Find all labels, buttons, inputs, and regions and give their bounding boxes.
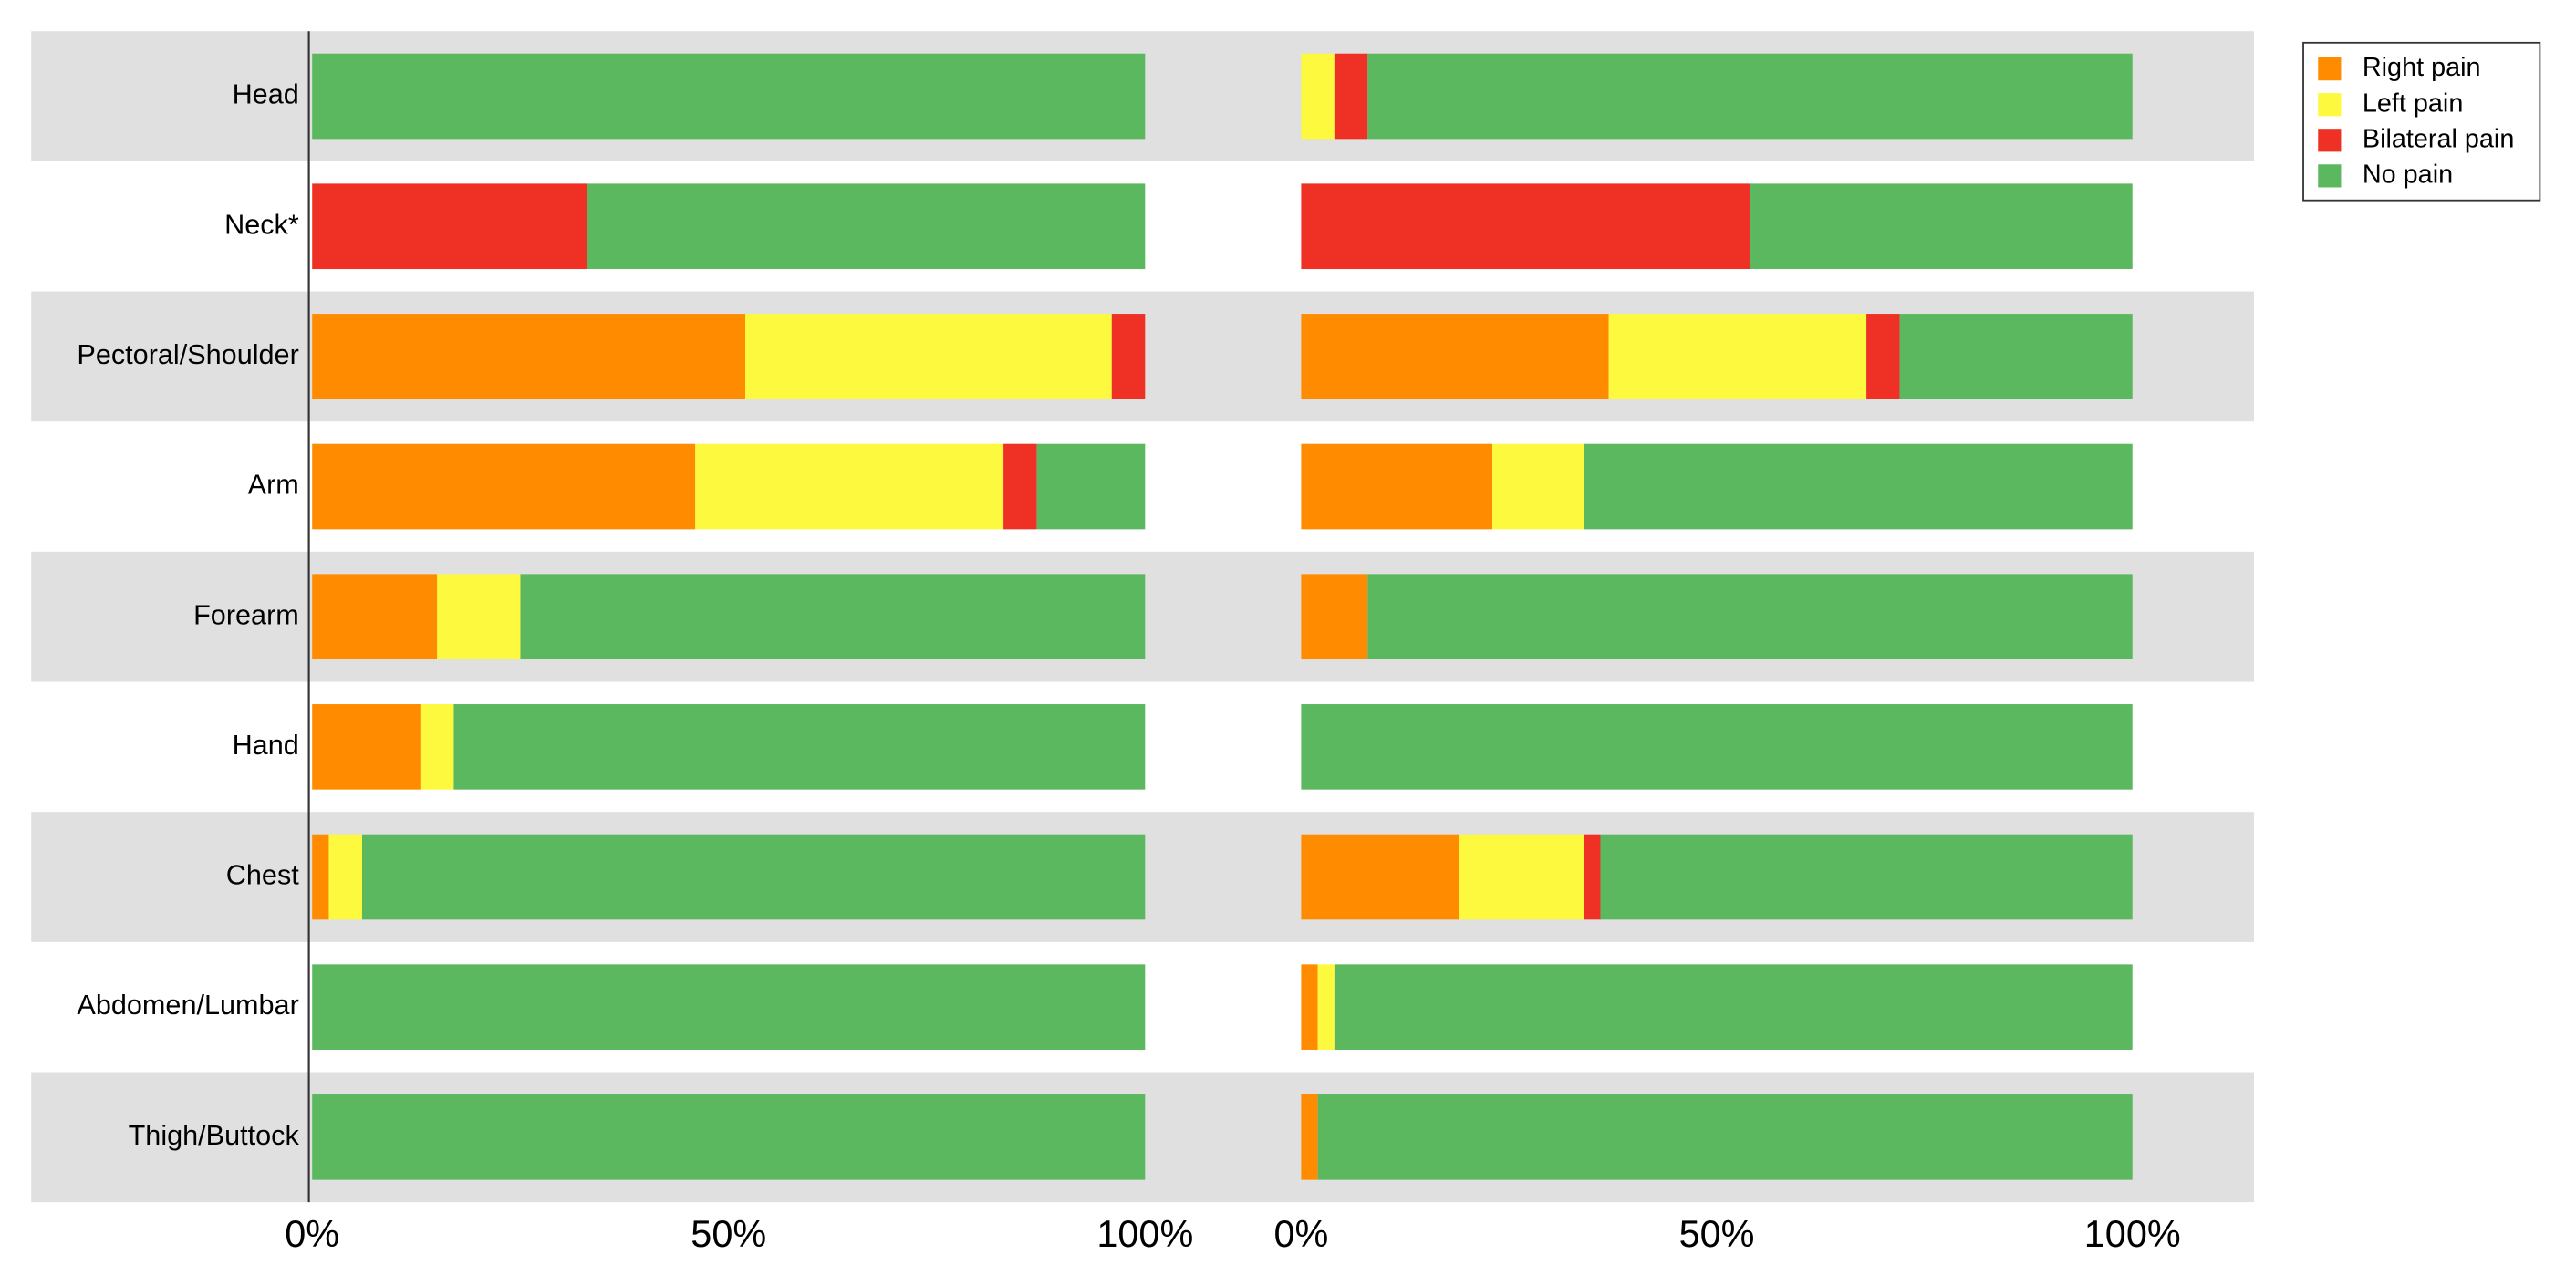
bar-segment bbox=[312, 314, 746, 399]
legend: Right pain Left pain Bilateral pain No pain bbox=[2318, 53, 2514, 189]
bar-segment bbox=[1367, 53, 2133, 140]
bar-segment bbox=[1584, 443, 2133, 530]
bar-segment bbox=[1866, 314, 1900, 399]
bar-segment bbox=[1899, 314, 2133, 399]
bar-segment bbox=[1317, 1094, 2133, 1180]
x-tick-label: 50% bbox=[1679, 1213, 1755, 1255]
bar-segment bbox=[520, 574, 1146, 660]
bar-segment bbox=[1608, 314, 1867, 399]
bar-segment bbox=[1367, 574, 2133, 660]
bar-segment bbox=[587, 183, 1146, 270]
bar-segment bbox=[1492, 443, 1584, 530]
category-label: Pectoral/Shoulder bbox=[77, 339, 298, 370]
bar-segment bbox=[1317, 964, 1335, 1050]
bar-segment bbox=[328, 834, 362, 920]
bar-segment bbox=[1334, 964, 2133, 1050]
bar-segment bbox=[312, 964, 1146, 1050]
bar-segment bbox=[1301, 53, 1335, 140]
legend-label: Bilateral pain bbox=[2363, 124, 2514, 153]
bar-segment bbox=[312, 834, 329, 920]
category-label: Forearm bbox=[193, 599, 299, 630]
x-tick-label: 50% bbox=[691, 1213, 766, 1255]
bar-segment bbox=[312, 704, 421, 790]
bar-segment bbox=[312, 1094, 1146, 1180]
bar-segment bbox=[1459, 834, 1584, 920]
bar-segment bbox=[1003, 443, 1037, 530]
labels: Head Neck* Pectoral/Shoulder Arm Forearm Hand… bbox=[77, 79, 2180, 1255]
legend-swatch bbox=[2318, 93, 2342, 117]
bar-segment bbox=[1301, 574, 1368, 660]
category-label: Head bbox=[233, 79, 299, 110]
bar-segment bbox=[312, 53, 1146, 140]
bar-segment bbox=[1301, 183, 1750, 270]
bar-segment bbox=[361, 834, 1146, 920]
bar-segment bbox=[1301, 704, 2133, 790]
bar-segment bbox=[1334, 53, 1368, 140]
bar-segment bbox=[1301, 1094, 1318, 1180]
category-label: Abdomen/Lumbar bbox=[77, 990, 298, 1021]
bars bbox=[312, 53, 2133, 1180]
x-tick-label: 0% bbox=[285, 1213, 339, 1255]
legend-label: No pain bbox=[2363, 160, 2453, 189]
category-label: Arm bbox=[248, 470, 299, 501]
bar-segment bbox=[312, 574, 438, 660]
category-label: Neck* bbox=[224, 209, 299, 240]
legend-label: Right pain bbox=[2363, 53, 2481, 82]
bar-segment bbox=[420, 704, 454, 790]
x-tick-label: 0% bbox=[1273, 1213, 1328, 1255]
bar-segment bbox=[437, 574, 521, 660]
legend-swatch bbox=[2318, 57, 2342, 81]
legend-box bbox=[2302, 41, 2541, 202]
legend-swatch bbox=[2318, 129, 2342, 152]
category-label: Thigh/Buttock bbox=[129, 1120, 300, 1151]
legend-swatch bbox=[2318, 164, 2342, 188]
bar-segment bbox=[1584, 834, 1601, 920]
bar-segment bbox=[453, 704, 1146, 790]
category-label: Chest bbox=[226, 860, 299, 891]
bar-segment bbox=[1301, 964, 1318, 1050]
bar-segment bbox=[312, 183, 587, 270]
bar-segment bbox=[1600, 834, 2133, 920]
bar-segment bbox=[312, 443, 696, 530]
x-tick-label: 100% bbox=[1096, 1213, 1193, 1255]
x-tick-label: 100% bbox=[2084, 1213, 2181, 1255]
bar-segment bbox=[1301, 834, 1459, 920]
bar-segment bbox=[1111, 314, 1146, 399]
bar-segment bbox=[695, 443, 1004, 530]
bar-segment bbox=[1301, 314, 1609, 399]
bar-segment bbox=[1750, 183, 2133, 270]
bar-segment bbox=[1301, 443, 1493, 530]
bar-segment bbox=[745, 314, 1112, 399]
category-label: Hand bbox=[233, 730, 299, 761]
bar-segment bbox=[1036, 443, 1146, 530]
legend-label: Left pain bbox=[2363, 88, 2463, 118]
